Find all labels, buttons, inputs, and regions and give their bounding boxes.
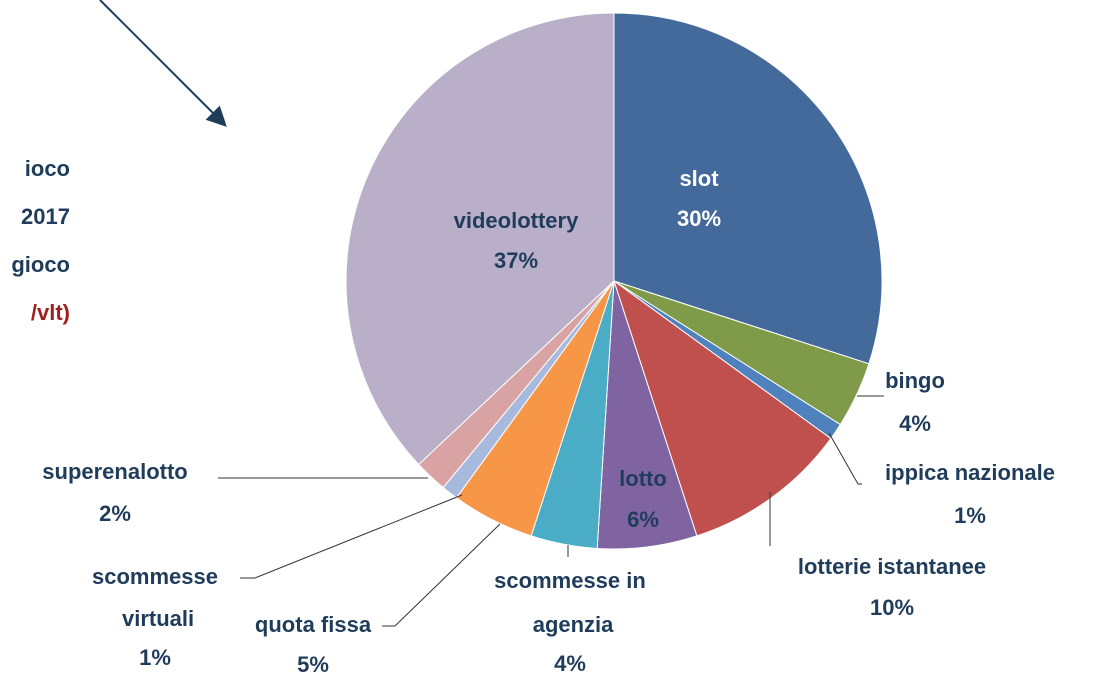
side-text: gioco [11,252,70,277]
value-label: 37% [494,248,538,273]
value-label: 6% [627,507,659,532]
value-label: 30% [677,206,721,231]
slice-label: superenalotto [42,459,187,484]
side-text: 2017 [21,204,70,229]
leader-line [828,432,862,485]
value-label: 2% [99,501,131,526]
value-label: 4% [554,651,586,676]
value-label: 5% [297,652,329,677]
slice-label: bingo [885,368,945,393]
slice-label: lotto [619,466,667,491]
slice-label: ippica nazionale [885,460,1055,485]
slice-label: lotterie istantanee [798,554,986,579]
value-label: 10% [870,595,914,620]
pie-slice [345,12,615,466]
slice-label: slot [679,166,719,191]
slice-label: quota fissa [255,612,372,637]
side-text: /vlt) [31,300,70,325]
value-label: 4% [899,411,931,436]
value-label: 1% [139,645,171,670]
slice-label: scommesse in agenzia [494,568,646,637]
side-text: ioco [25,156,70,181]
pie-slice [613,279,832,537]
value-label: 1% [954,503,986,528]
leader-line [382,523,501,627]
leader-line [240,494,463,579]
slice-label: videolottery [454,208,579,233]
slice-label: scommesse virtuali [92,564,218,631]
arrow [99,0,227,127]
pie-slice [613,12,883,365]
